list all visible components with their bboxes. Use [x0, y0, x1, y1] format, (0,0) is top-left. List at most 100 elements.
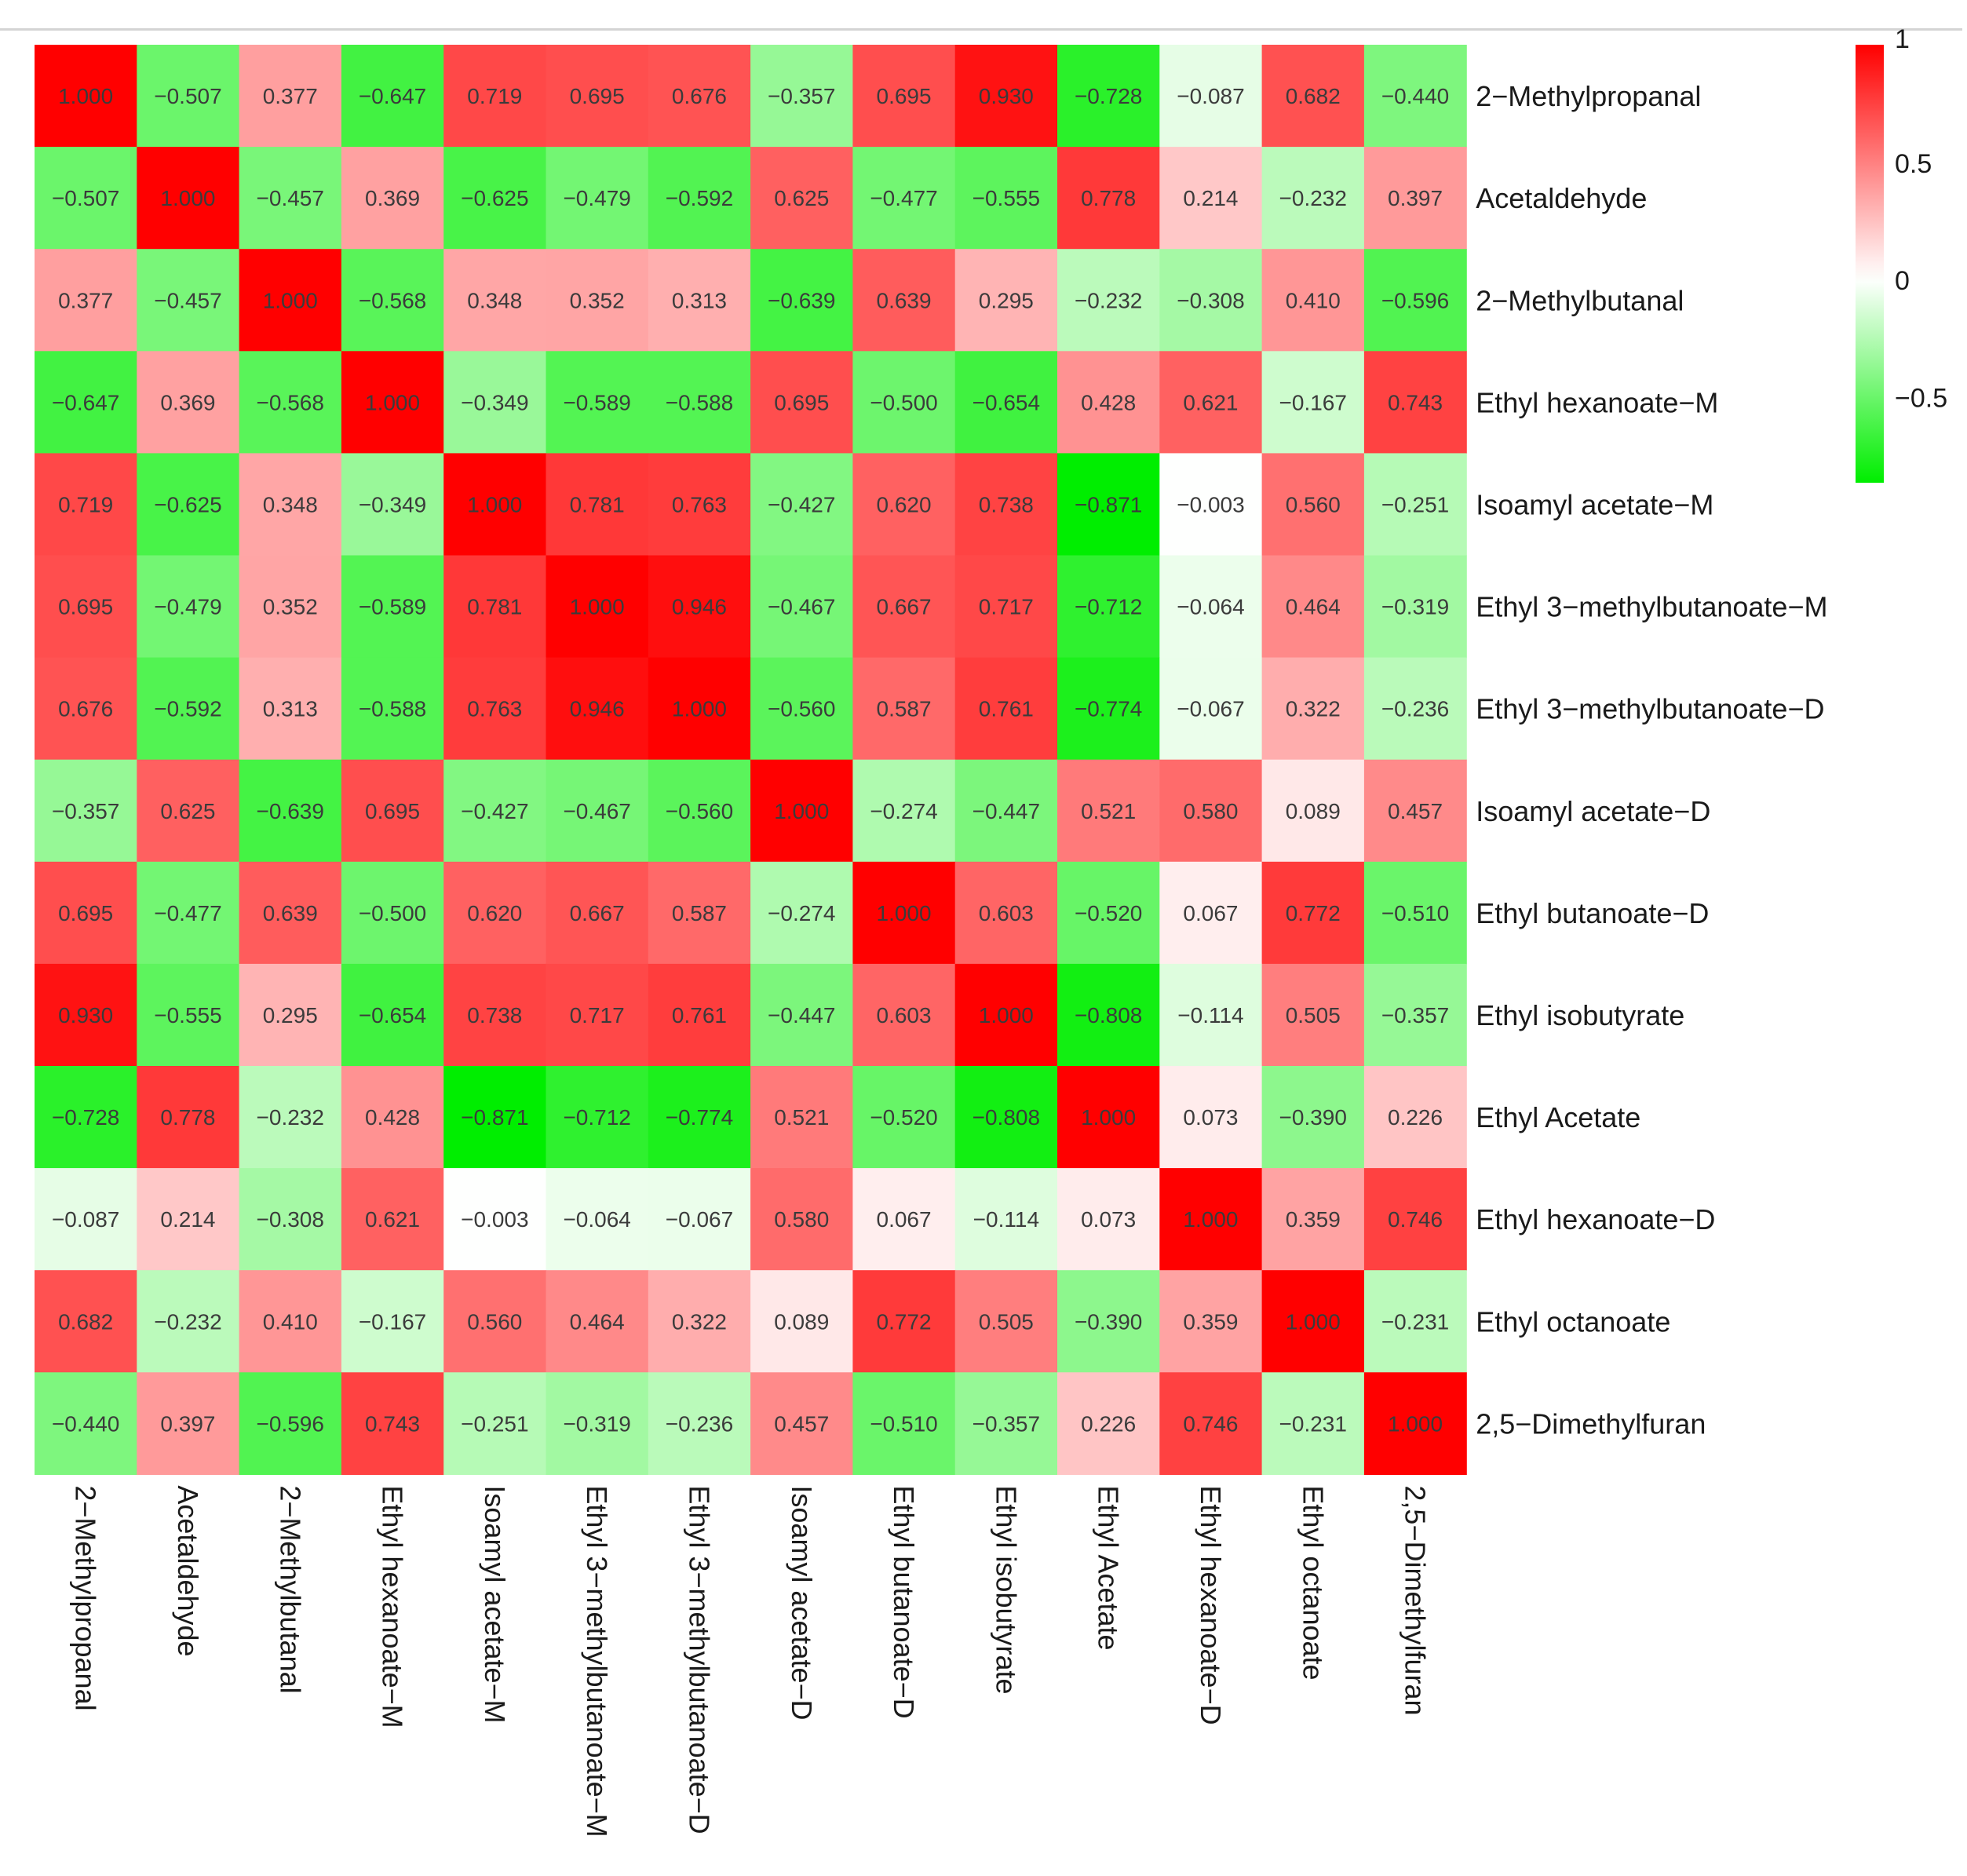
heatmap-cell	[648, 351, 751, 454]
cell-value-label: 0.667	[877, 595, 932, 619]
cell-value-label: −0.639	[768, 288, 835, 312]
cell-value-label: 0.410	[263, 1309, 318, 1334]
column-label: Ethyl hexanoate−D	[1195, 1485, 1227, 1725]
heatmap-cell	[1363, 453, 1467, 557]
heatmap-cell	[954, 147, 1058, 250]
heatmap-cell	[239, 1066, 342, 1169]
row-label: Ethyl isobutyrate	[1476, 999, 1684, 1031]
cell-value-label: −0.427	[461, 799, 528, 823]
cell-value-label: 0.428	[1081, 390, 1136, 414]
cell-value-label: −0.555	[154, 1003, 221, 1027]
cell-value-label: −0.357	[768, 84, 835, 108]
cell-value-label: 0.719	[467, 84, 522, 108]
heatmap-cell	[852, 963, 956, 1067]
heatmap-cell	[1261, 861, 1365, 965]
cell-value-label: 0.457	[774, 1411, 829, 1436]
heatmap-cell	[750, 249, 853, 352]
cell-value-label: −0.427	[768, 492, 835, 516]
heatmap-cell	[341, 45, 444, 148]
heatmap-cell	[852, 1168, 956, 1271]
column-label: Ethyl hexanoate−M	[377, 1485, 409, 1728]
heatmap-cell	[1363, 1066, 1467, 1169]
cell-value-label: 1.000	[672, 697, 727, 721]
heatmap-cell	[443, 963, 547, 1067]
cell-value-label: −0.479	[154, 595, 221, 619]
heatmap-cell	[239, 1372, 342, 1475]
cell-value-label: −0.457	[257, 186, 324, 210]
heatmap-cell	[137, 249, 240, 352]
column-label: Ethyl octanoate	[1297, 1485, 1329, 1680]
heatmap-cell	[443, 45, 547, 148]
cell-value-label: −0.308	[1177, 288, 1244, 312]
cell-value-label: −0.114	[1177, 1003, 1243, 1027]
heatmap-cell	[1261, 1066, 1365, 1169]
heatmap-cell	[137, 861, 240, 965]
cell-value-label: 0.428	[365, 1105, 420, 1130]
heatmap-cell	[954, 555, 1058, 659]
heatmap-cell	[648, 249, 751, 352]
cell-value-label: 0.313	[263, 697, 318, 721]
heatmap-cell	[852, 351, 956, 454]
cell-value-label: 0.620	[877, 492, 932, 516]
heatmap-cell	[137, 1168, 240, 1271]
heatmap-cell	[443, 147, 547, 250]
cell-value-label: −0.712	[1075, 595, 1142, 619]
heatmap-cell	[239, 861, 342, 965]
cell-value-label: −0.467	[563, 799, 630, 823]
cell-value-label: 0.743	[1388, 390, 1443, 414]
heatmap-cell	[35, 1168, 137, 1271]
cell-value-label: 0.639	[877, 288, 932, 312]
cell-value-label: 1.000	[1081, 1105, 1136, 1130]
cell-value-label: −0.167	[359, 1309, 426, 1334]
legend-tick-label: −0.5	[1895, 383, 1947, 413]
heatmap-cell	[750, 657, 853, 761]
cell-value-label: −0.232	[154, 1309, 221, 1334]
heatmap-cell	[852, 453, 956, 557]
heatmap-cell	[648, 555, 751, 659]
cell-value-label: 0.946	[570, 697, 625, 721]
heatmap-cell	[443, 453, 547, 557]
heatmap-cell	[1261, 147, 1365, 250]
heatmap-cell	[954, 1066, 1058, 1169]
heatmap-cell	[137, 963, 240, 1067]
cell-value-label: 0.763	[467, 697, 522, 721]
cell-value-label: −0.592	[666, 186, 733, 210]
heatmap-cell	[750, 147, 853, 250]
heatmap-cell	[443, 555, 547, 659]
heatmap-cell	[341, 1066, 444, 1169]
cell-value-label: 0.322	[1286, 697, 1341, 721]
cell-value-label: 0.717	[570, 1003, 625, 1027]
heatmap-cell	[35, 555, 137, 659]
cell-value-label: 0.560	[1286, 492, 1341, 516]
heatmap-cell	[35, 963, 137, 1067]
cell-value-label: 1.000	[877, 901, 932, 925]
heatmap-cell	[239, 963, 342, 1067]
cell-value-label: 0.625	[774, 186, 829, 210]
heatmap-cell	[648, 1168, 751, 1271]
heatmap-cell	[1261, 249, 1365, 352]
cell-value-label: 0.359	[1286, 1207, 1341, 1232]
heatmap-cell	[750, 963, 853, 1067]
cell-value-label: −0.589	[563, 390, 630, 414]
color-scale-ticks: 1 0.5 0 −0.5	[1895, 24, 1947, 413]
cell-value-label: −0.064	[563, 1207, 630, 1232]
cell-value-label: 0.369	[365, 186, 420, 210]
row-label: 2−Methylpropanal	[1476, 80, 1701, 112]
cell-value-label: 0.580	[1183, 799, 1238, 823]
heatmap-cell	[35, 351, 137, 454]
heatmap-cell	[750, 1168, 853, 1271]
heatmap-cell	[341, 249, 444, 352]
cell-value-label: 0.352	[263, 595, 318, 619]
heatmap-cell	[1363, 351, 1467, 454]
row-label: Isoamyl acetate−D	[1476, 795, 1710, 827]
heatmap-cell	[1261, 759, 1365, 863]
cell-value-label: −0.357	[973, 1411, 1040, 1436]
cell-value-label: −0.712	[563, 1105, 630, 1130]
cell-value-label: 0.067	[1183, 901, 1238, 925]
heatmap-cell	[443, 1168, 547, 1271]
heatmap-cell	[341, 1372, 444, 1475]
heatmap-cell	[1261, 555, 1365, 659]
heatmap-cell	[137, 351, 240, 454]
heatmap-cell	[239, 45, 342, 148]
cell-value-label: 0.603	[979, 901, 1034, 925]
